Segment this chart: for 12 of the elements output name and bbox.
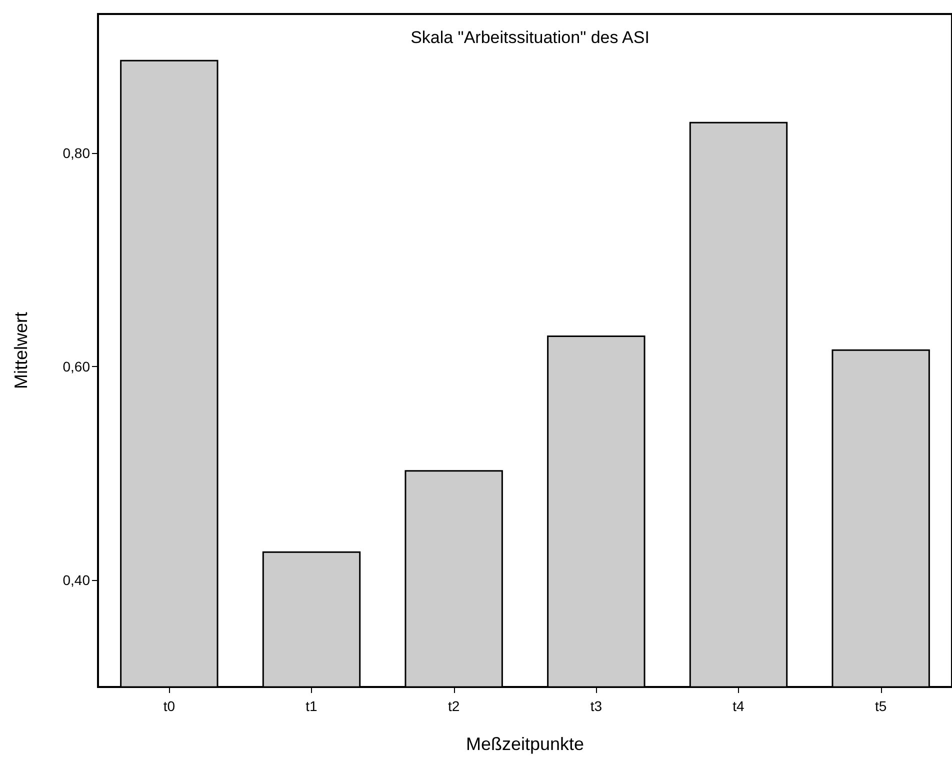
y-tick-label: 0,80 <box>62 144 90 161</box>
y-tick-label: 0,40 <box>62 572 90 588</box>
x-tick-label: t0 <box>163 698 176 714</box>
x-tick-label: t2 <box>448 698 460 714</box>
x-axis-title: Meßzeitpunkte <box>466 734 584 754</box>
x-tick-label: t1 <box>306 698 318 714</box>
x-tick-label: t3 <box>590 698 602 714</box>
x-tick-label: t5 <box>874 698 887 714</box>
y-axis-title: Mittelwert <box>11 312 31 390</box>
y-tick-label: 0,60 <box>62 358 90 375</box>
text: Skala "Arbeitssituation" des ASI <box>410 28 650 47</box>
x-tick-label: t4 <box>732 698 745 714</box>
